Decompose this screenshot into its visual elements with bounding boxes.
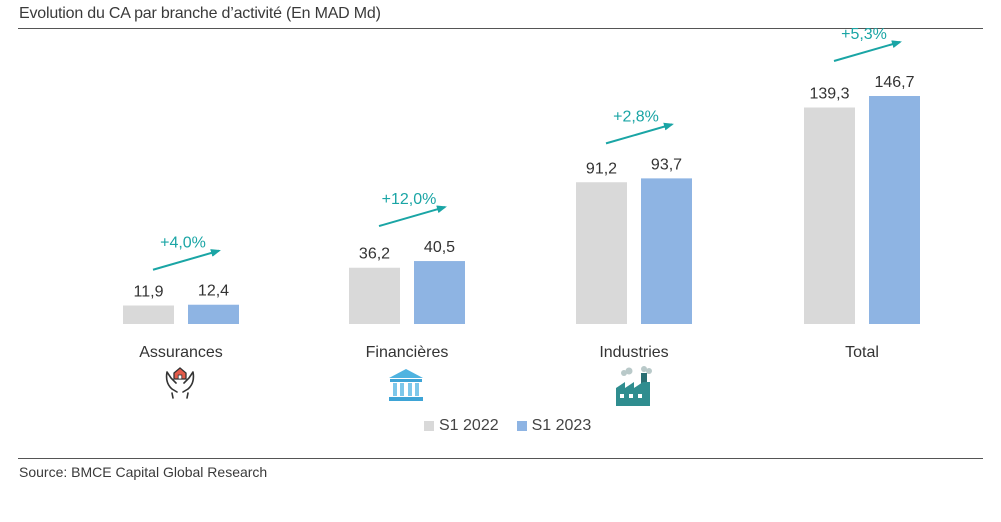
growth-arrow-1: [378, 205, 447, 228]
legend-item-s2023: S1 2023: [516, 417, 592, 435]
chart-title: Evolution du CA par branche d’activité (…: [19, 5, 381, 22]
data-label-s2022-1: 36,2: [359, 246, 390, 263]
category-label-1: Financières: [366, 344, 449, 361]
bar-chart: 11,9 12,4 +4,0% Assurances 36,2 40,5 +12,0% Fin…: [123, 26, 920, 406]
data-label-s2022-3: 139,3: [809, 86, 849, 103]
source-note: Source: BMCE Capital Global Research: [19, 464, 268, 480]
hands-house-icon: [165, 367, 195, 399]
data-label-s2023-2: 93,7: [651, 156, 682, 173]
legend-item-s2022: S1 2022: [424, 417, 499, 435]
bottom-rule: [18, 458, 983, 459]
bar-s2023-1: [414, 261, 465, 324]
growth-arrow-0: [152, 249, 221, 271]
bar-s2023-0: [188, 304, 239, 324]
legend-label-s2023: S1 2023: [531, 417, 592, 434]
growth-arrow-3: [833, 40, 902, 62]
growth-label-0: +4,0%: [160, 235, 206, 252]
growth-label-1: +12,0%: [382, 191, 437, 208]
category-label-3: Total: [845, 344, 879, 361]
bar-s2022-3: [804, 107, 855, 324]
data-label-s2023-0: 12,4: [198, 283, 229, 300]
legend-label-s2022: S1 2022: [439, 417, 499, 434]
legend-swatch-s2022: [424, 421, 434, 431]
data-label-s2022-2: 91,2: [586, 160, 617, 177]
growth-label-3: +5,3%: [841, 26, 887, 43]
top-rule: [18, 28, 983, 29]
data-label-s2023-3: 146,7: [874, 74, 914, 91]
data-label-s2022-0: 11,9: [134, 284, 164, 301]
factory-icon: [616, 366, 652, 406]
bar-s2023-2: [641, 178, 692, 324]
bar-s2022-2: [576, 182, 627, 324]
bar-s2022-0: [123, 305, 174, 324]
growth-label-2: +2,8%: [613, 108, 659, 125]
category-label-2: Industries: [599, 344, 668, 361]
bank-building-icon: [389, 369, 423, 401]
legend-swatch-s2023: [516, 421, 527, 431]
growth-arrow-2: [605, 122, 674, 145]
bar-s2023-3: [869, 96, 920, 324]
chart-legend: S1 2022 S1 2023: [424, 417, 609, 435]
data-label-s2023-1: 40,5: [424, 239, 455, 256]
category-label-0: Assurances: [139, 344, 223, 361]
bar-s2022-1: [349, 267, 400, 324]
